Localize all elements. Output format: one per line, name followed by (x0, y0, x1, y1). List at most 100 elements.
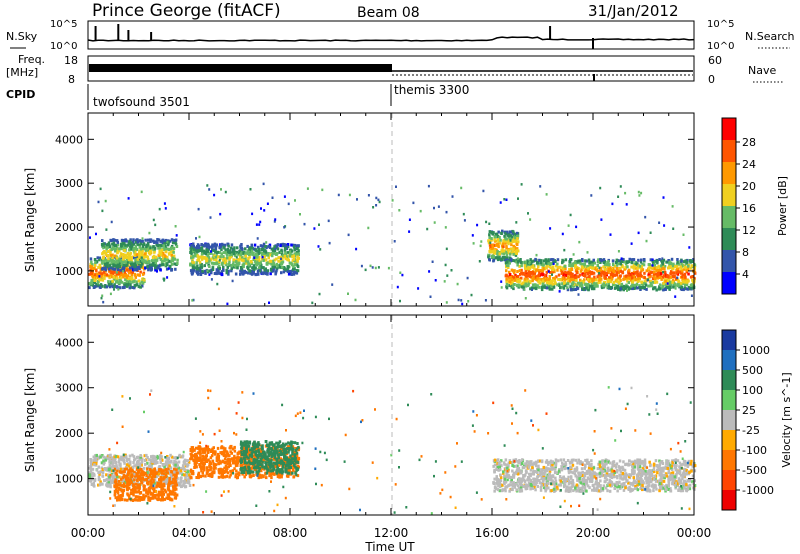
power-point (116, 276, 119, 280)
velocity-point (221, 470, 224, 474)
power-point (544, 258, 547, 262)
power-point (200, 263, 203, 266)
power-point (434, 279, 437, 282)
power-point (674, 295, 677, 298)
power-point (450, 269, 453, 272)
power-point (538, 258, 541, 262)
power-point (294, 199, 296, 202)
power-point (247, 256, 250, 260)
velocity-point (143, 459, 147, 462)
velocity-point (114, 474, 117, 478)
power-point (526, 284, 530, 288)
power-point (286, 258, 290, 262)
power-point (506, 239, 509, 243)
power-point (138, 245, 141, 249)
velocity-point (145, 478, 148, 481)
power-point (520, 183, 523, 186)
power-point (260, 248, 263, 251)
velocity-point (201, 471, 204, 475)
velocity-point (238, 450, 241, 454)
cpid-program-1: twofsound 3501 (93, 95, 190, 109)
power-point (207, 263, 210, 267)
power-point (235, 260, 238, 264)
power-point (157, 246, 160, 250)
power-point (239, 257, 242, 261)
cpid-program-2: themis 3300 (394, 83, 469, 97)
power-point (620, 282, 624, 286)
velocity-point (258, 473, 262, 477)
power-point (158, 264, 161, 268)
power-point (457, 298, 460, 302)
power-point (134, 249, 137, 253)
power-point (209, 216, 212, 219)
power-point (540, 259, 543, 263)
power-point (147, 258, 150, 261)
power-point (511, 284, 515, 288)
power-point (512, 252, 515, 256)
power-point (113, 247, 116, 251)
power-point (505, 264, 509, 267)
power-point (578, 273, 582, 277)
velocity-point (241, 463, 244, 467)
velocity-point (164, 490, 168, 494)
power-point (129, 244, 132, 248)
power-point (367, 226, 370, 230)
power-point (523, 264, 527, 268)
power-point (128, 279, 131, 283)
power-point (237, 258, 240, 261)
power-point (244, 254, 247, 258)
power-point (272, 269, 275, 273)
power-point (547, 270, 550, 273)
power-point (675, 262, 679, 266)
power-point (206, 242, 209, 246)
power-point (630, 284, 633, 288)
power-point (263, 209, 266, 212)
power-point (113, 283, 116, 287)
velocity-point (132, 493, 135, 497)
power-point (569, 288, 573, 291)
velocity-point (146, 456, 149, 459)
velocity-point (162, 477, 165, 481)
power-point (505, 253, 509, 257)
power-point (132, 242, 136, 246)
velocity-point (188, 484, 192, 487)
power-point (647, 273, 650, 277)
power-point (548, 275, 552, 278)
power-point (266, 269, 270, 273)
power-point (290, 243, 293, 247)
power-point (683, 272, 687, 276)
power-point (508, 276, 511, 280)
power-point (643, 281, 646, 285)
freq-label: Freq. (18, 53, 45, 66)
power-point (128, 269, 132, 273)
velocity-point (180, 484, 183, 488)
power-point (552, 277, 555, 280)
power-point (511, 259, 515, 262)
power-point (146, 255, 150, 259)
power-point (208, 273, 211, 276)
power-point (683, 267, 686, 271)
power-point (536, 261, 540, 264)
power-point (685, 270, 688, 274)
power-point (514, 253, 518, 257)
power-point (119, 252, 123, 256)
power-point (171, 256, 175, 260)
velocity-point (103, 467, 106, 471)
power-point (636, 273, 640, 276)
power-point (564, 274, 568, 277)
velocity-point (198, 462, 201, 466)
velocity-point (101, 468, 105, 471)
power-point (222, 259, 225, 263)
velocity-point (164, 471, 168, 475)
power-point (502, 252, 505, 256)
velocity-point (148, 458, 151, 462)
power-point (191, 246, 194, 250)
power-point (239, 244, 242, 248)
power-point (671, 279, 675, 282)
power-point (280, 271, 283, 275)
velocity-point (163, 484, 166, 488)
power-point (166, 247, 169, 251)
velocity-point (127, 479, 131, 483)
power-point (499, 201, 502, 204)
power-point (126, 243, 130, 247)
